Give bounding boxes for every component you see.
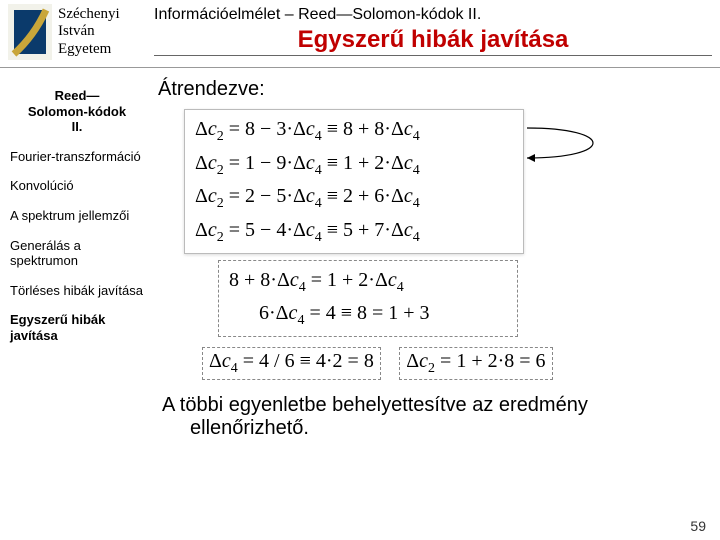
equation-group-2: 8 + 8·Δc4 = 1 + 2·Δc4 6·Δc4 = 4 ≡ 8 = 1 … (218, 260, 518, 337)
sidebar: Reed—Solomon-kódokII. Fourier-transzform… (0, 68, 150, 540)
sidebar-item-spektrum-jell[interactable]: A spektrum jellemzői (10, 208, 144, 224)
equation: Δc2 = 5 − 4·Δc4 ≡ 5 + 7·Δc4 (195, 215, 513, 249)
document-title: Információelmélet – Reed—Solomon-kódok I… (154, 6, 712, 24)
equation-result-2: Δc2 = 1 + 2·8 = 6 (399, 347, 552, 380)
sidebar-item-fourier[interactable]: Fourier-transzformáció (10, 149, 144, 165)
equation: Δc2 = 8 − 3·Δc4 ≡ 8 + 8·Δc4 (195, 114, 513, 148)
sidebar-item-reed-solomon[interactable]: Reed—Solomon-kódokII. (10, 88, 144, 135)
main-content: Átrendezve: Δc2 = 8 − 3·Δc4 ≡ 8 + 8·Δc4 … (150, 68, 720, 540)
bracket-arrow-icon (525, 116, 685, 246)
university-logo-icon (8, 4, 52, 60)
sidebar-item-generalas[interactable]: Generálás a spektrumon (10, 238, 144, 269)
sidebar-item-egyszeru[interactable]: Egyszerű hibák javítása (10, 312, 144, 343)
page-number: 59 (690, 518, 706, 534)
equation: Δc2 = 1 − 9·Δc4 ≡ 1 + 2·Δc4 (195, 148, 513, 182)
title-area: Információelmélet – Reed—Solomon-kódok I… (148, 4, 712, 56)
university-name: Széchenyi István Egyetem (58, 4, 148, 58)
equation: 6·Δc4 = 4 ≡ 8 = 1 + 3 (229, 298, 507, 332)
equation-result-1: Δc4 = 4 / 6 ≡ 4·2 = 8 (202, 347, 381, 380)
equation-results: Δc4 = 4 / 6 ≡ 4·2 = 8 Δc2 = 1 + 2·8 = 6 (158, 343, 702, 380)
page-title: Egyszerű hibák javítása (154, 26, 712, 56)
equation-group-1: Δc2 = 8 − 3·Δc4 ≡ 8 + 8·Δc4 Δc2 = 1 − 9·… (184, 109, 524, 254)
sidebar-item-torleses[interactable]: Törléses hibák javítása (10, 283, 144, 299)
conclusion-text: A többi egyenletbe behelyettesítve az er… (158, 394, 702, 440)
equation: 8 + 8·Δc4 = 1 + 2·Δc4 (229, 265, 507, 299)
intro-text: Átrendezve: (158, 78, 702, 101)
header: Széchenyi István Egyetem Információelmél… (0, 0, 720, 68)
sidebar-item-konvolucio[interactable]: Konvolúció (10, 178, 144, 194)
equation: Δc2 = 2 − 5·Δc4 ≡ 2 + 6·Δc4 (195, 181, 513, 215)
